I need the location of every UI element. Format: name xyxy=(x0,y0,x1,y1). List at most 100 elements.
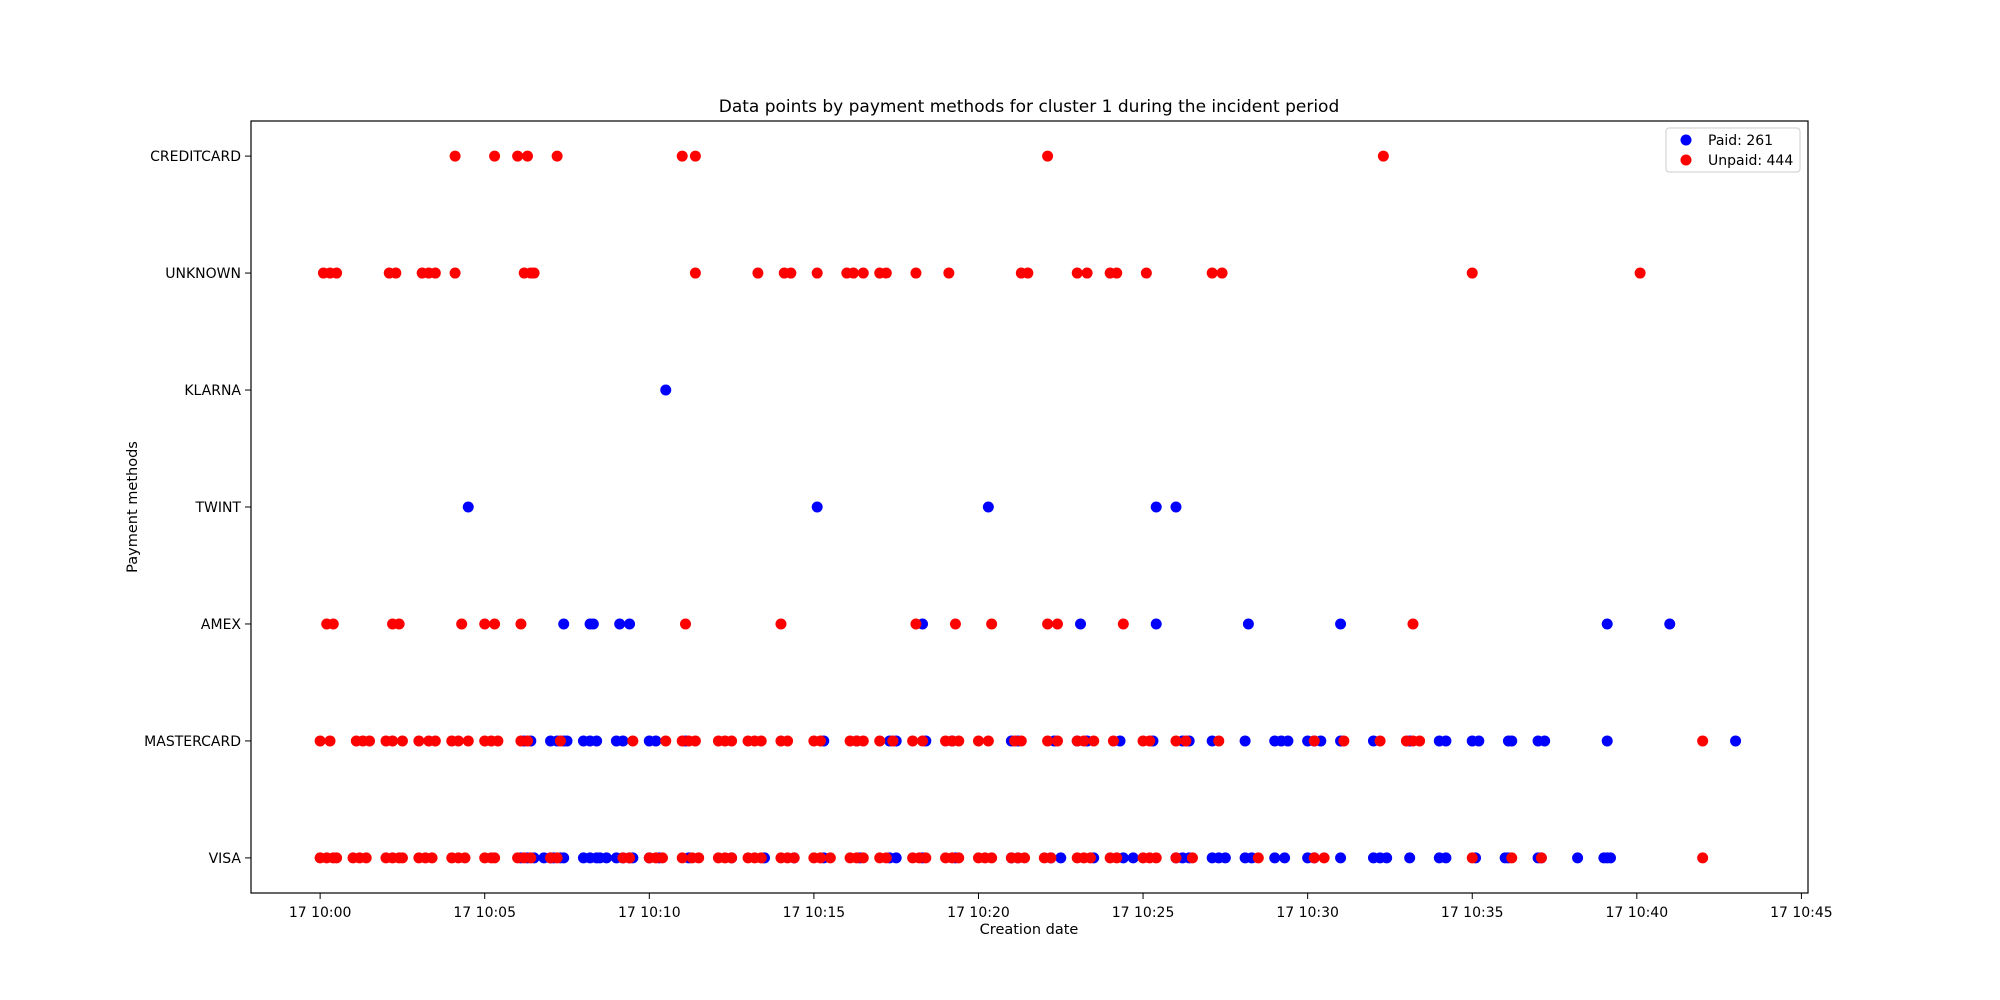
data-point-unpaid xyxy=(917,735,929,747)
data-point-paid xyxy=(1664,618,1676,630)
data-point-unpaid xyxy=(1170,852,1182,864)
data-point-unpaid xyxy=(1022,267,1034,279)
data-point-unpaid xyxy=(1180,735,1192,747)
data-point-unpaid xyxy=(1338,735,1350,747)
data-point-unpaid xyxy=(782,735,794,747)
y-axis-label: Payment methods xyxy=(125,441,141,573)
data-point-unpaid xyxy=(680,618,692,630)
data-point-paid xyxy=(1381,852,1393,864)
data-point-unpaid xyxy=(1042,735,1054,747)
data-point-unpaid xyxy=(1042,618,1054,630)
data-point-unpaid xyxy=(814,852,826,864)
data-point-unpaid xyxy=(324,735,336,747)
data-point-paid xyxy=(890,852,902,864)
data-point-unpaid xyxy=(1170,735,1182,747)
data-point-unpaid xyxy=(551,852,563,864)
x-axis-label: Creation date xyxy=(980,922,1079,938)
data-point-unpaid xyxy=(1107,735,1119,747)
data-point-unpaid xyxy=(449,150,461,162)
data-point-unpaid xyxy=(689,267,701,279)
y-tick-label: CREDITCARD xyxy=(150,149,241,165)
x-tick-label: 17 10:40 xyxy=(1606,905,1669,921)
data-point-paid xyxy=(1440,735,1452,747)
data-point-unpaid xyxy=(972,735,984,747)
data-point-unpaid xyxy=(986,852,998,864)
data-point-paid xyxy=(558,618,570,630)
data-point-unpaid xyxy=(1308,852,1320,864)
data-point-unpaid xyxy=(522,150,534,162)
data-point-unpaid xyxy=(387,735,399,747)
data-point-paid xyxy=(1219,852,1231,864)
data-point-unpaid xyxy=(1206,267,1218,279)
data-point-unpaid xyxy=(676,852,688,864)
data-point-paid xyxy=(1269,852,1281,864)
y-tick-label: KLARNA xyxy=(184,383,241,399)
data-point-unpaid xyxy=(396,735,408,747)
y-tick-label: VISA xyxy=(209,851,242,867)
data-point-unpaid xyxy=(1252,852,1264,864)
data-point-unpaid xyxy=(1407,618,1419,630)
data-point-unpaid xyxy=(1186,852,1198,864)
data-point-unpaid xyxy=(627,735,639,747)
data-point-unpaid xyxy=(360,852,372,864)
data-point-unpaid xyxy=(459,852,471,864)
data-point-unpaid xyxy=(1535,852,1547,864)
data-point-unpaid xyxy=(449,267,461,279)
x-tick-label: 17 10:45 xyxy=(1770,905,1833,921)
data-point-unpaid xyxy=(515,618,527,630)
data-points xyxy=(314,150,1742,864)
data-point-paid xyxy=(1242,618,1254,630)
data-point-paid xyxy=(1127,852,1139,864)
data-point-unpaid xyxy=(788,852,800,864)
data-point-unpaid xyxy=(1019,852,1031,864)
data-point-paid xyxy=(1055,852,1067,864)
data-point-unpaid xyxy=(689,735,701,747)
data-point-unpaid xyxy=(331,852,343,864)
x-axis: 17 10:00 17 10:05 17 10:10 17 10:15 17 10:20… xyxy=(289,893,1833,921)
data-point-paid xyxy=(591,735,603,747)
data-point-unpaid xyxy=(429,735,441,747)
data-point-unpaid xyxy=(726,735,738,747)
data-point-unpaid xyxy=(462,735,474,747)
data-point-unpaid xyxy=(907,735,919,747)
x-tick-label: 17 10:35 xyxy=(1441,905,1504,921)
data-point-unpaid xyxy=(1414,735,1426,747)
data-point-unpaid xyxy=(1051,735,1063,747)
data-point-unpaid xyxy=(857,852,869,864)
data-point-unpaid xyxy=(676,150,688,162)
data-point-unpaid xyxy=(479,618,491,630)
data-point-unpaid xyxy=(689,150,701,162)
data-point-paid xyxy=(601,852,613,864)
data-point-unpaid xyxy=(953,735,965,747)
data-point-unpaid xyxy=(512,150,524,162)
data-point-unpaid xyxy=(1015,735,1027,747)
data-point-paid xyxy=(1473,735,1485,747)
data-point-unpaid xyxy=(1213,735,1225,747)
data-point-unpaid xyxy=(953,852,965,864)
legend-label-unpaid: Unpaid: 444 xyxy=(1708,153,1793,169)
data-point-unpaid xyxy=(489,150,501,162)
data-point-unpaid xyxy=(314,735,326,747)
data-point-paid xyxy=(1601,618,1613,630)
data-point-unpaid xyxy=(811,267,823,279)
data-point-paid xyxy=(1170,501,1182,513)
data-point-unpaid xyxy=(525,852,537,864)
data-point-unpaid xyxy=(1466,267,1478,279)
data-point-unpaid xyxy=(396,852,408,864)
data-point-unpaid xyxy=(857,735,869,747)
data-point-unpaid xyxy=(492,735,504,747)
data-point-paid xyxy=(1282,735,1294,747)
data-point-paid xyxy=(1440,852,1452,864)
data-point-unpaid xyxy=(755,735,767,747)
data-point-paid xyxy=(1730,735,1742,747)
data-point-unpaid xyxy=(327,618,339,630)
data-point-paid xyxy=(1335,618,1347,630)
data-point-unpaid xyxy=(1697,852,1709,864)
legend-label-paid: Paid: 261 xyxy=(1708,133,1773,149)
data-point-unpaid xyxy=(847,267,859,279)
data-point-paid xyxy=(1335,852,1347,864)
legend-marker-unpaid xyxy=(1680,154,1692,166)
data-point-unpaid xyxy=(785,267,797,279)
data-point-unpaid xyxy=(1697,735,1709,747)
y-tick-label: MASTERCARD xyxy=(144,734,241,750)
